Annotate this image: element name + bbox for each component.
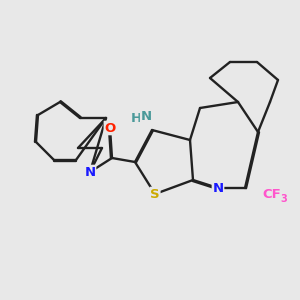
Text: N: N <box>84 166 96 178</box>
Text: H: H <box>130 112 142 124</box>
Text: N: N <box>140 110 152 122</box>
Text: O: O <box>104 122 116 134</box>
Text: N: N <box>212 182 224 194</box>
Text: S: S <box>150 188 160 200</box>
Text: CF: CF <box>262 188 281 202</box>
Text: 3: 3 <box>280 194 287 204</box>
